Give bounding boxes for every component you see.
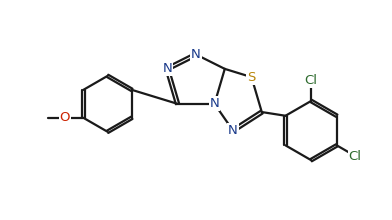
Text: S: S <box>247 71 256 84</box>
Text: N: N <box>191 48 201 61</box>
Text: N: N <box>162 62 172 75</box>
Text: N: N <box>210 97 220 110</box>
Text: O: O <box>60 111 70 124</box>
Text: Cl: Cl <box>349 150 362 163</box>
Text: N: N <box>228 124 238 137</box>
Text: Cl: Cl <box>305 74 318 87</box>
